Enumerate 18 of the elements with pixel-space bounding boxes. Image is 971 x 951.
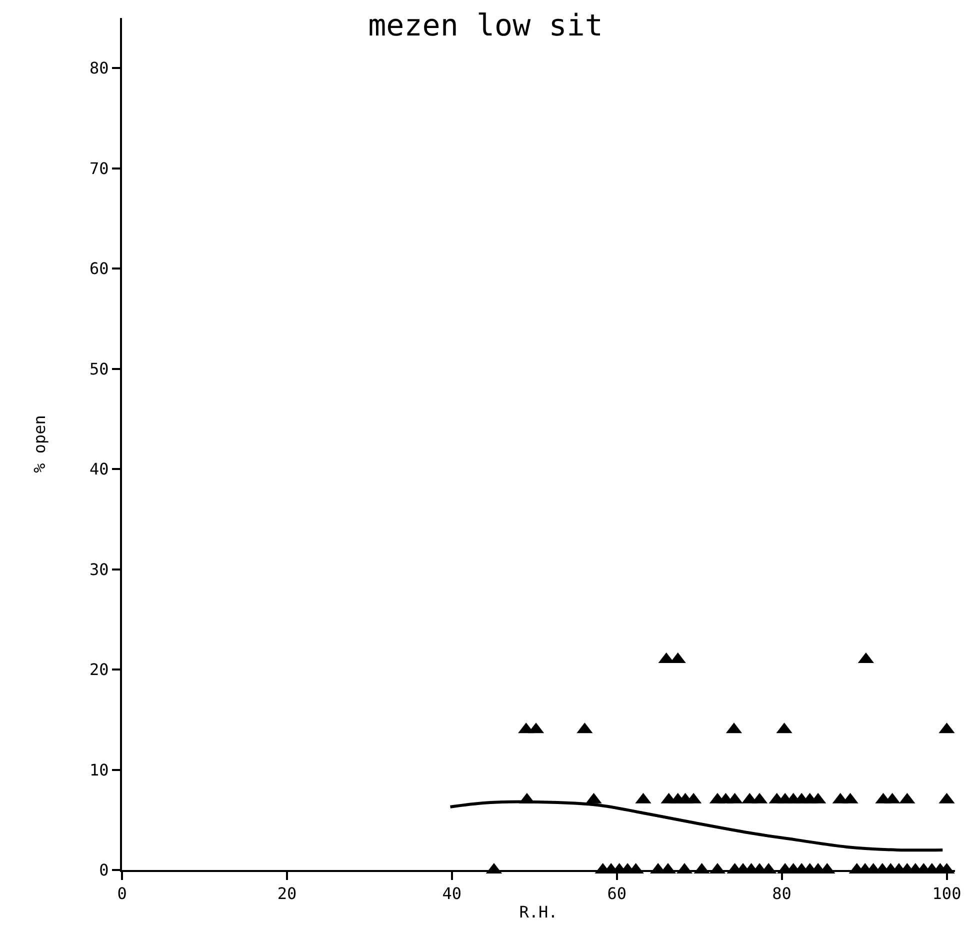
y-tick-label: 60 — [90, 259, 109, 278]
x-tick-label: 60 — [607, 884, 626, 904]
y-tick-label: 50 — [90, 359, 109, 378]
y-tick-label: 30 — [90, 560, 109, 579]
y-tick-label: 10 — [90, 760, 109, 780]
x-tick-label: 80 — [772, 884, 792, 904]
chart-title: mezen low sit — [368, 8, 603, 44]
x-tick-label: 100 — [932, 884, 962, 904]
x-axis-title: R.H. — [519, 902, 558, 922]
x-tick-label: 0 — [117, 884, 127, 904]
x-tick-label: 20 — [277, 884, 297, 904]
x-tick-label: 40 — [442, 884, 462, 904]
y-axis-title: % open — [30, 415, 49, 473]
y-tick-label: 80 — [90, 58, 109, 78]
y-tick-label: 40 — [90, 460, 109, 479]
y-tick-label: 0 — [99, 860, 109, 880]
y-tick-label: 20 — [90, 660, 109, 680]
y-tick-label: 70 — [90, 158, 109, 178]
